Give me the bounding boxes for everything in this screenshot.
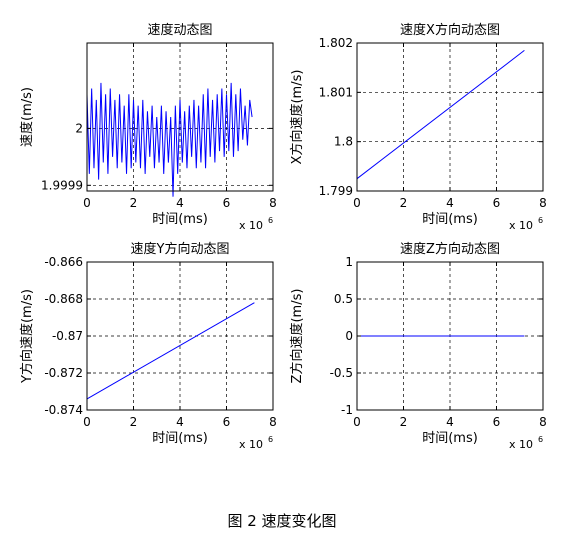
chart4-x-tick-label: 8 [539, 415, 547, 429]
chart2-x-axis-label: 时间(ms) [422, 212, 478, 227]
chart3-x-multiplier: x 10 [239, 438, 263, 451]
chart3-title: 速度Y方向动态图 [131, 241, 230, 257]
chart3-x-tick-label: 8 [269, 415, 277, 429]
chart1-series-line [86, 82, 253, 197]
chart2-x-multiplier: x 10 [509, 219, 533, 232]
chart4-title: 速度Z方向动态图 [400, 241, 500, 257]
chart3-y-tick-label: -0.87 [52, 329, 83, 343]
chart3-y-tick-label: -0.868 [44, 292, 83, 306]
chart4-y-tick-label: -0.5 [330, 366, 353, 380]
chart1-x-tick-label: 0 [83, 196, 91, 210]
chart4-y-tick-label: 0 [345, 329, 353, 343]
chart2-x-tick-label: 4 [446, 196, 454, 210]
chart2-y-tick-label: 1.8 [334, 135, 353, 149]
chart3-y-tick-label: -0.866 [44, 255, 83, 269]
chart2-y-axis-label: X方向速度(m/s) [289, 70, 305, 165]
chart3-y-axis-label: Y方向速度(m/s) [19, 289, 35, 384]
chart4-y-tick-label: 0.5 [334, 292, 353, 306]
chart2-x-tick-label: 2 [400, 196, 408, 210]
chart4-y-axis-label: Z方向速度(m/s) [289, 289, 305, 384]
chart3-x-exponent: 6 [268, 435, 273, 444]
figure-caption: 图 2 速度变化图 [227, 512, 337, 530]
chart2-x-exponent: 6 [538, 216, 543, 225]
chart2-x-tick-label: 0 [353, 196, 361, 210]
chart3-x-axis-label: 时间(ms) [152, 431, 208, 446]
chart1-x-axis-label: 时间(ms) [152, 212, 208, 227]
chart1-x-tick-label: 2 [130, 196, 138, 210]
chart3-series-line [86, 302, 255, 400]
chart1-y-tick-label: 2 [75, 121, 83, 135]
chart2-y-tick-label: 1.799 [319, 184, 353, 198]
chart4-x-tick-label: 0 [353, 415, 361, 429]
chart2-y-tick-label: 1.801 [319, 85, 353, 99]
chart1-title: 速度动态图 [147, 22, 212, 38]
chart3-x-tick-label: 6 [223, 415, 231, 429]
chart4-y-tick-label: 1 [345, 255, 353, 269]
chart1-x-tick-label: 6 [223, 196, 231, 210]
chart1-y-axis-label: 速度(m/s) [19, 87, 35, 147]
chart2-y-tick-label: 1.802 [319, 36, 353, 50]
chart3-x-tick-label: 0 [83, 415, 91, 429]
chart4-x-multiplier: x 10 [509, 438, 533, 451]
chart3-x-tick-label: 2 [130, 415, 138, 429]
chart2-x-tick-label: 8 [539, 196, 547, 210]
chart2-x-tick-label: 6 [493, 196, 501, 210]
chart4-x-tick-label: 4 [446, 415, 454, 429]
chart4-x-tick-label: 2 [400, 415, 408, 429]
chart4-x-axis-label: 时间(ms) [422, 431, 478, 446]
chart1-x-tick-label: 8 [269, 196, 277, 210]
chart3-y-tick-label: -0.872 [44, 366, 83, 380]
chart3-x-tick-label: 4 [176, 415, 184, 429]
chart4-x-tick-label: 6 [493, 415, 501, 429]
chart2-series-line [356, 50, 525, 180]
chart1-x-multiplier: x 10 [239, 219, 263, 232]
chart4-y-tick-label: -1 [341, 403, 353, 417]
chart4-x-exponent: 6 [538, 435, 543, 444]
chart3-y-tick-label: -0.874 [44, 403, 83, 417]
chart1-x-exponent: 6 [268, 216, 273, 225]
chart2-title: 速度X方向动态图 [400, 22, 500, 38]
chart1-x-tick-label: 4 [176, 196, 184, 210]
chart1-y-tick-label: 1.9999 [41, 178, 83, 192]
